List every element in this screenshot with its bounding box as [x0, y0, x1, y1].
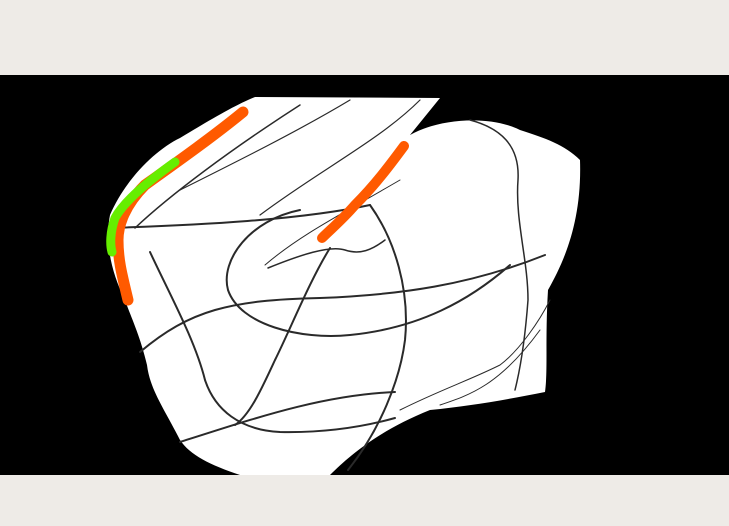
bottom-margin-band	[0, 475, 729, 526]
orange-stroke-center[interactable]	[317, 141, 409, 243]
sketch-viewport[interactable]	[0, 75, 729, 475]
curve-upper-left	[134, 104, 301, 229]
curve-right-1	[469, 119, 529, 391]
surface-patch[interactable]	[108, 97, 581, 475]
curve-horizontal-2	[139, 254, 546, 353]
green-stroke[interactable]	[106, 157, 180, 257]
curve-diagonal-2	[259, 99, 421, 216]
sketch-canvas[interactable]	[0, 75, 729, 475]
curve-diagonal-1	[179, 99, 351, 191]
curve-right-2	[399, 299, 551, 411]
curve-vertical-2	[234, 247, 331, 426]
curve-horizontal-1	[109, 204, 371, 229]
curve-horizontal-3	[179, 391, 396, 443]
top-margin-band	[0, 0, 729, 75]
curve-diagonal-3	[264, 179, 401, 266]
grid-curves	[109, 99, 551, 471]
curve-right-3	[439, 329, 541, 406]
paint-strokes	[106, 106, 409, 306]
curve-left-sweep	[149, 251, 396, 434]
curve-notch	[267, 239, 386, 269]
curve-loop	[225, 209, 511, 337]
curve-vertical-1	[347, 204, 407, 471]
